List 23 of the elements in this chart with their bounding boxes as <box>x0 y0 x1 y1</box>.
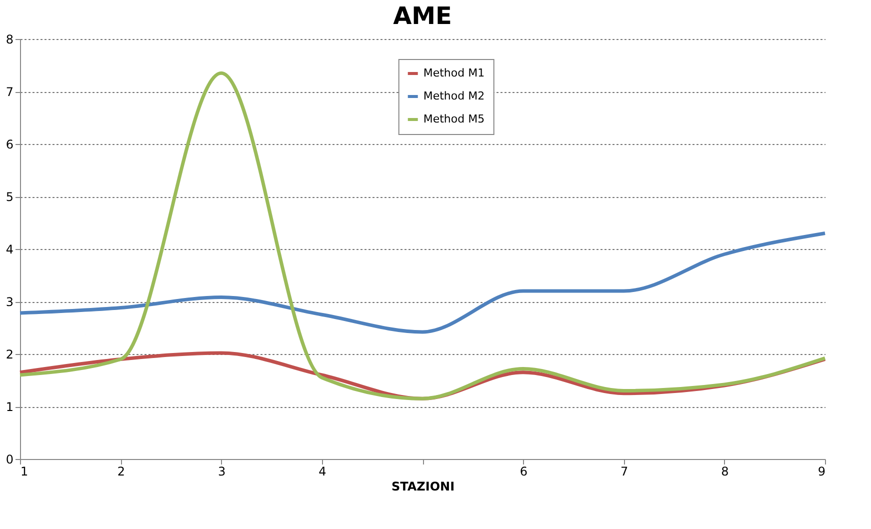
y-tick-label: 4 <box>6 242 14 256</box>
y-tick-label: 2 <box>6 348 14 362</box>
x-tick-label: 7 <box>620 464 628 478</box>
y-tick-label: 6 <box>6 138 14 152</box>
x-tick-label: 9 <box>818 464 826 478</box>
y-tick-label: 0 <box>6 452 14 466</box>
x-tick-label: 4 <box>318 464 326 478</box>
y-tick-label: 7 <box>6 85 14 99</box>
line-series <box>18 232 827 334</box>
y-tick-label: 8 <box>6 32 14 46</box>
y-tick-label: 5 <box>6 190 14 204</box>
x-axis-title: STAZIONI <box>391 480 455 494</box>
legend-label: Method M5 <box>423 112 485 126</box>
y-tick-label: 3 <box>6 295 14 309</box>
x-tick-label: 8 <box>721 464 729 478</box>
legend-label: Method M1 <box>423 66 485 80</box>
x-tick-label: 1 <box>20 464 28 478</box>
x-tick-label: 6 <box>520 464 528 478</box>
y-tick-label: 1 <box>6 400 14 414</box>
legend-label: Method M2 <box>423 90 485 102</box>
x-tick-label: 2 <box>117 464 125 478</box>
x-tick-label: 3 <box>218 464 226 478</box>
chart-title: AME <box>393 2 452 30</box>
